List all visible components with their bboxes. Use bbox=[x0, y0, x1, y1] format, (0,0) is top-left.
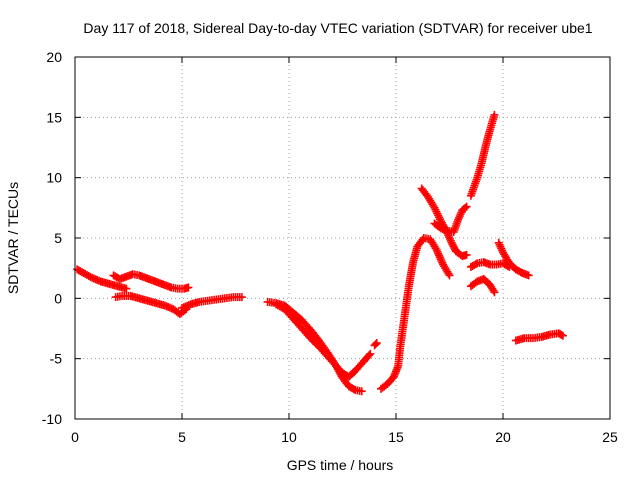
x-axis-label: GPS time / hours bbox=[287, 457, 394, 473]
y-tick-label: 15 bbox=[46, 109, 62, 125]
x-tick-label: 20 bbox=[495, 429, 511, 445]
y-tick-label: -5 bbox=[50, 351, 63, 367]
plot-frame bbox=[74, 56, 611, 420]
x-tick-label: 10 bbox=[281, 429, 297, 445]
series-arc-7 bbox=[370, 338, 381, 350]
x-tick-label: 15 bbox=[388, 429, 404, 445]
series-arc-8 bbox=[377, 234, 454, 393]
series-arc-10 bbox=[430, 202, 471, 236]
series-arc-4 bbox=[178, 293, 246, 312]
grid-layer bbox=[75, 57, 610, 419]
tick-layer: 0 5 10 15 20 25 -10 -5 0 5 10 15 20 bbox=[42, 49, 618, 445]
y-tick-label: 0 bbox=[54, 290, 62, 306]
y-tick-label: 10 bbox=[46, 170, 62, 186]
series-arc-11 bbox=[466, 110, 499, 200]
y-axis-label: SDTVAR / TECUs bbox=[5, 182, 21, 294]
series-arc-13 bbox=[466, 275, 499, 297]
y-tick-label: 5 bbox=[54, 230, 62, 246]
series-arc-1 bbox=[73, 265, 131, 293]
series-arc-3 bbox=[111, 291, 191, 319]
series-arc-2 bbox=[109, 270, 193, 293]
y-tick-label: -10 bbox=[42, 411, 62, 427]
x-tick-label: 0 bbox=[71, 429, 79, 445]
series-arc-6 bbox=[272, 300, 375, 381]
x-tick-label: 5 bbox=[178, 429, 186, 445]
y-tick-label: 20 bbox=[46, 49, 62, 65]
series-layer bbox=[73, 110, 567, 396]
series-arc-14 bbox=[494, 238, 533, 280]
series-arc-15 bbox=[511, 329, 567, 345]
chart-title: Day 117 of 2018, Sidereal Day-to-day VTE… bbox=[83, 20, 592, 36]
series-arc-9 bbox=[417, 184, 471, 261]
x-tick-label: 25 bbox=[602, 429, 618, 445]
series-arc-5 bbox=[263, 297, 366, 396]
